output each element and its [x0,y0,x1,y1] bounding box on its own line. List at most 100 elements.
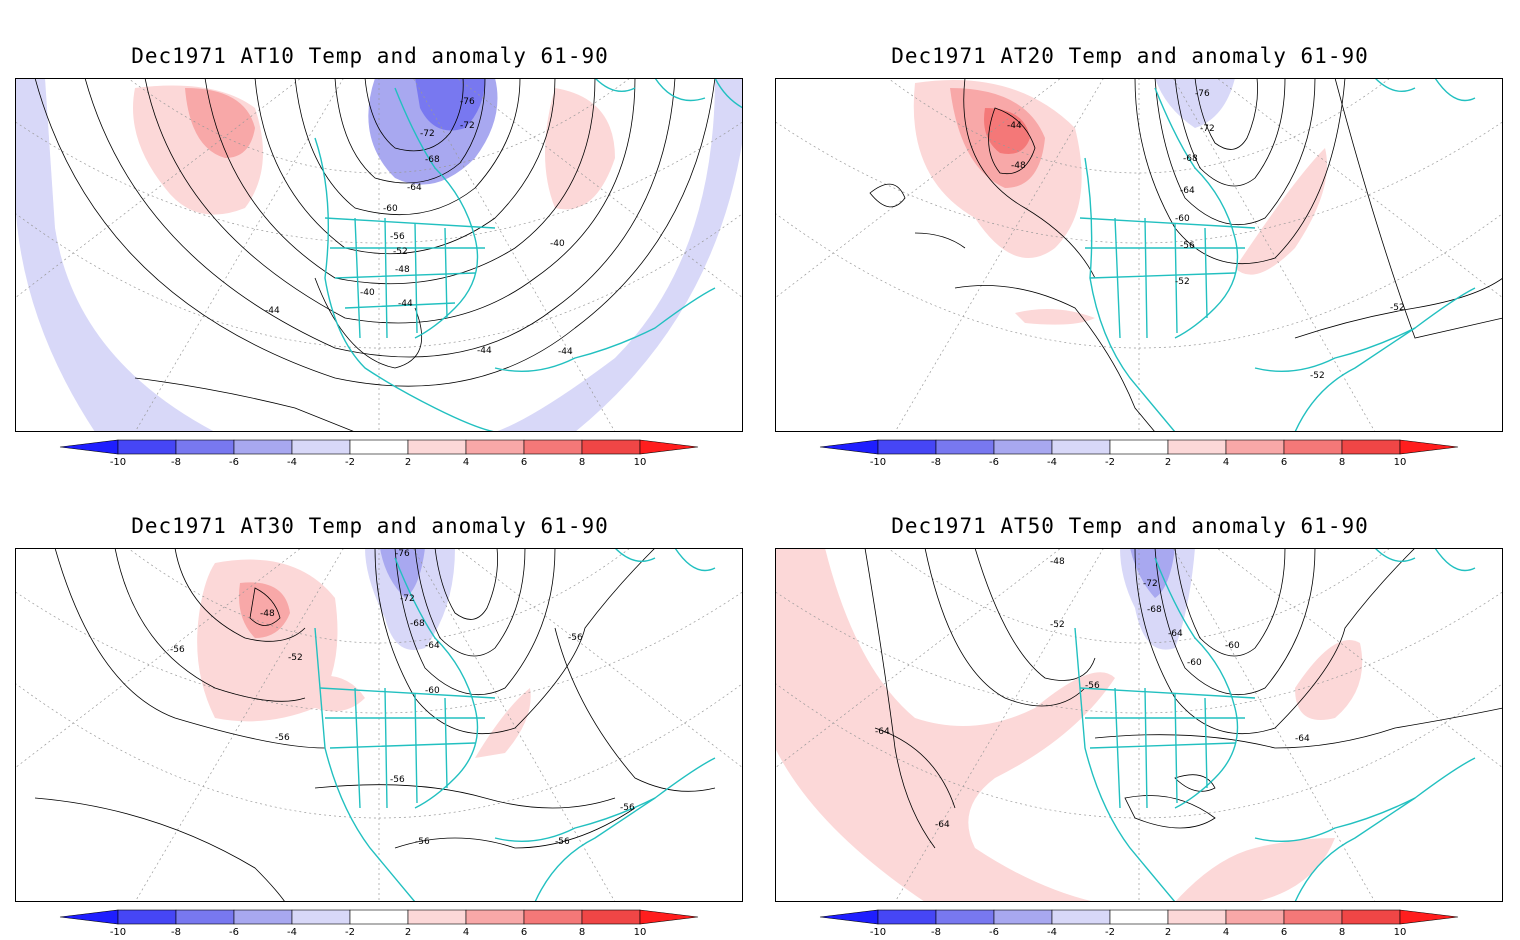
coastlines [1074,548,1476,902]
map-frame [775,548,1503,902]
svg-text:-72: -72 [460,121,475,131]
colorbar-swatch [819,439,879,455]
svg-text:-56: -56 [1085,681,1100,691]
panel-at50: Dec1971 AT50 Temp and anomaly 61-90 [760,470,1503,940]
colorbar-swatch [1109,439,1169,455]
svg-text:-72: -72 [400,594,415,604]
temp-contours [864,548,1503,849]
colorbar-tick-label: 8 [579,457,585,467]
svg-text:-44: -44 [398,299,413,309]
graticule [775,548,1503,902]
colorbar-swatch [1225,439,1285,455]
contour-labels: -76 -72 -68 -64 -60 -48 -52 -56 -56 -56 … [170,549,635,847]
panel-title: Dec1971 AT10 Temp and anomaly 61-90 [131,44,609,68]
svg-text:-64: -64 [935,820,950,830]
colorbar-tick-label: 6 [521,457,527,467]
colorbar-tick-label: 4 [1223,457,1229,467]
svg-text:-56: -56 [275,733,290,743]
anomaly-neg-area [365,548,455,650]
svg-text:-68: -68 [410,619,425,629]
svg-text:-56: -56 [170,645,185,655]
colorbar-tick-label: 2 [405,457,411,467]
graticule [775,78,1503,432]
colorbar-tick-label: 6 [1281,927,1287,937]
colorbar-tick-label: 2 [1165,927,1171,937]
colorbar-swatch [1399,909,1459,925]
colorbar-tick-label: -6 [229,457,239,467]
colorbar-swatch [1341,439,1401,455]
colorbar-swatch [465,439,525,455]
svg-text:-40: -40 [550,239,565,249]
colorbar-tick-label: -8 [931,457,941,467]
colorbar-tick-label: 8 [1339,457,1345,467]
svg-text:-52: -52 [393,247,408,257]
colorbar-swatch [877,439,937,455]
panel-at10: Dec1971 AT10 Temp and anomaly 61-90 [0,0,743,470]
colorbar-tick-label: -2 [345,457,355,467]
colorbar-swatch [117,439,177,455]
colorbar-tick-label: -10 [110,927,126,937]
svg-text:-72: -72 [1200,124,1215,134]
colorbar-swatch [175,909,235,925]
colorbar-swatch [1399,439,1459,455]
colorbar-swatch [465,909,525,925]
svg-text:-56: -56 [568,633,583,643]
colorbar-tick-label: -2 [345,927,355,937]
contour-labels: -48 -72 -68 -64 -60 -60 -52 -56 -64 -64 … [875,557,1310,830]
colorbar-swatch [407,439,467,455]
map-frame [775,78,1503,432]
coastlines [1079,78,1476,432]
colorbar-swatch [581,909,641,925]
colorbar-swatch [993,439,1053,455]
svg-text:-48: -48 [260,609,275,619]
map-at20: -76 -72 -68 -64 -60 -56 -52 -44 -48 -52 … [775,78,1503,432]
colorbar-tick-label: -10 [870,457,886,467]
colorbar-swatch [349,439,409,455]
svg-text:-76: -76 [395,549,410,559]
colorbar-tick-label: -4 [287,927,297,937]
temp-contours [34,78,716,432]
colorbar-tick-label: 10 [1394,457,1407,467]
panel-at20: Dec1971 AT20 Temp and anomaly 61-90 [760,0,1503,470]
colorbar-tick-label: -8 [171,457,181,467]
colorbar-tick-label: -6 [989,927,999,937]
colorbar-swatch [1167,909,1227,925]
colorbar-swatch [639,909,699,925]
colorbar-tick-label: 2 [405,927,411,937]
colorbar-tick-label: -4 [287,457,297,467]
svg-text:-48: -48 [1050,557,1065,567]
svg-text:-68: -68 [425,155,440,165]
colorbar-swatch [1341,909,1401,925]
colorbar-tick-label: 8 [1339,927,1345,937]
svg-text:-72: -72 [420,129,435,139]
colorbar-swatch [1109,909,1169,925]
svg-text:-76: -76 [1195,89,1210,99]
temp-contours [869,78,1503,432]
colorbar-swatch [59,439,119,455]
map-at10: -76 -72 -72 -68 -64 -60 -56 -52 -48 -40 … [15,78,743,432]
map-frame [15,548,743,902]
colorbar-swatch [581,439,641,455]
svg-text:-44: -44 [558,347,573,357]
svg-text:-68: -68 [1147,605,1162,615]
svg-text:-60: -60 [1187,658,1202,668]
svg-text:-52: -52 [1310,371,1325,381]
svg-text:-56: -56 [390,232,405,242]
colorbar-tick-label: 6 [1281,457,1287,467]
colorbar-tick-label: 6 [521,927,527,937]
svg-text:-52: -52 [288,653,303,663]
panel-title: Dec1971 AT20 Temp and anomaly 61-90 [891,44,1369,68]
colorbar-tick-label: 10 [634,927,647,937]
anomaly-neg-area [1155,78,1235,128]
colorbar-tick-label: 2 [1165,457,1171,467]
colorbar-tick-label: 10 [634,457,647,467]
map-at50: -48 -72 -68 -64 -60 -60 -52 -56 -64 -64 … [775,548,1503,902]
colorbar-tick-label: -8 [931,927,941,937]
colorbar-swatch [291,909,351,925]
colorbar-swatch [935,909,995,925]
anomaly-pos-area [197,559,338,722]
svg-text:-60: -60 [425,686,440,696]
colorbar-tick-label: -10 [870,927,886,937]
colorbar-tick-label: -4 [1047,927,1057,937]
colorbar-tick-label: -10 [110,457,126,467]
